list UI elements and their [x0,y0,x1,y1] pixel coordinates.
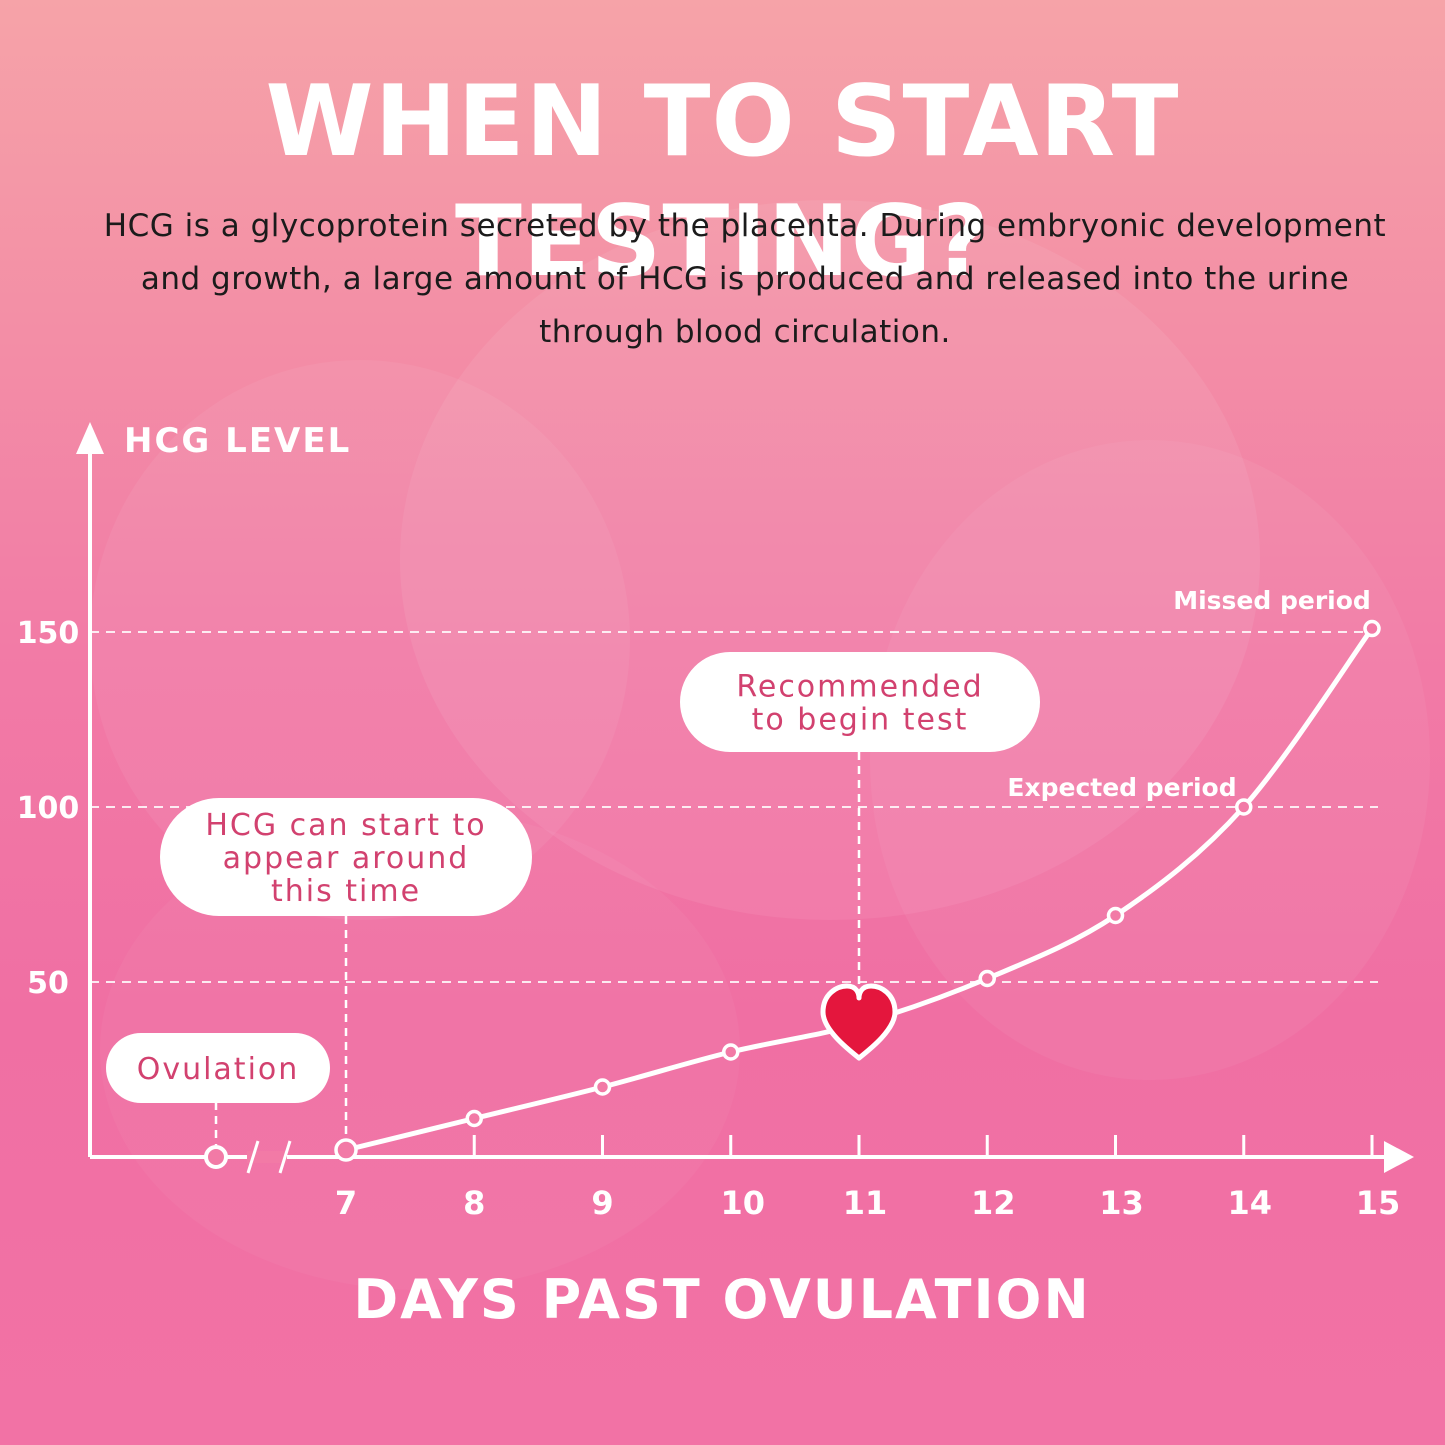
x-tick-label: 14 [1227,1184,1272,1222]
data-point [1106,906,1125,925]
recommended-bubble-shape [680,652,1040,752]
hcg-start-bubble-shape [160,798,532,916]
x-tick-label: 7 [335,1184,357,1222]
x-tick-label: 13 [1099,1184,1144,1222]
recommended-bubble-text: to begin test [752,702,969,737]
x-axis-label: DAYS PAST OVULATION [353,1268,1090,1331]
x-tick-label: 10 [720,1184,765,1222]
x-axis-arrow [1384,1141,1414,1173]
hcg-start-bubble-text: appear around [223,841,470,876]
y-axis-label: HCG LEVEL [124,421,351,461]
missed-period-label: Missed period [1173,586,1371,615]
heart-icon [820,983,898,1061]
axis-break-gap [247,1151,287,1163]
expected-period-label: Expected period [1007,773,1236,802]
y-tick-label: 50 [27,966,69,1001]
hcg-start-bubble-text: this time [271,874,421,909]
x-tick-label: 9 [591,1184,613,1222]
data-point [593,1078,612,1096]
data-point [978,969,996,988]
recommended-bubble-text: Recommended [736,669,983,704]
page-title: WHEN TO START TESTING? [265,65,1180,299]
data-point [1363,619,1381,638]
x-tick-label: 11 [843,1184,888,1222]
ovulation-point [204,1145,228,1169]
data-point [722,1043,740,1061]
x-tick-label: 8 [463,1184,485,1222]
data-point [1235,798,1253,816]
ovulation-bubble-shape [106,1033,330,1103]
axis-break-mark [278,1140,292,1174]
ovulation-bubble-text: Ovulation [137,1052,300,1087]
y-tick-label: 150 [17,616,80,651]
data-point [334,1138,358,1162]
x-tick-label: 12 [971,1184,1016,1222]
data-point [465,1109,483,1128]
axis-break-mark [246,1140,260,1174]
description-text: HCG is a glycoprotein secreted by the pl… [103,208,1387,350]
x-tick-label: 15 [1356,1184,1401,1222]
ovulation-bubble: Ovulation [106,1033,330,1103]
hcg-start-bubble-text: HCG can start to [205,808,486,843]
y-axis-arrow [76,422,104,454]
y-tick-label: 100 [17,791,80,826]
